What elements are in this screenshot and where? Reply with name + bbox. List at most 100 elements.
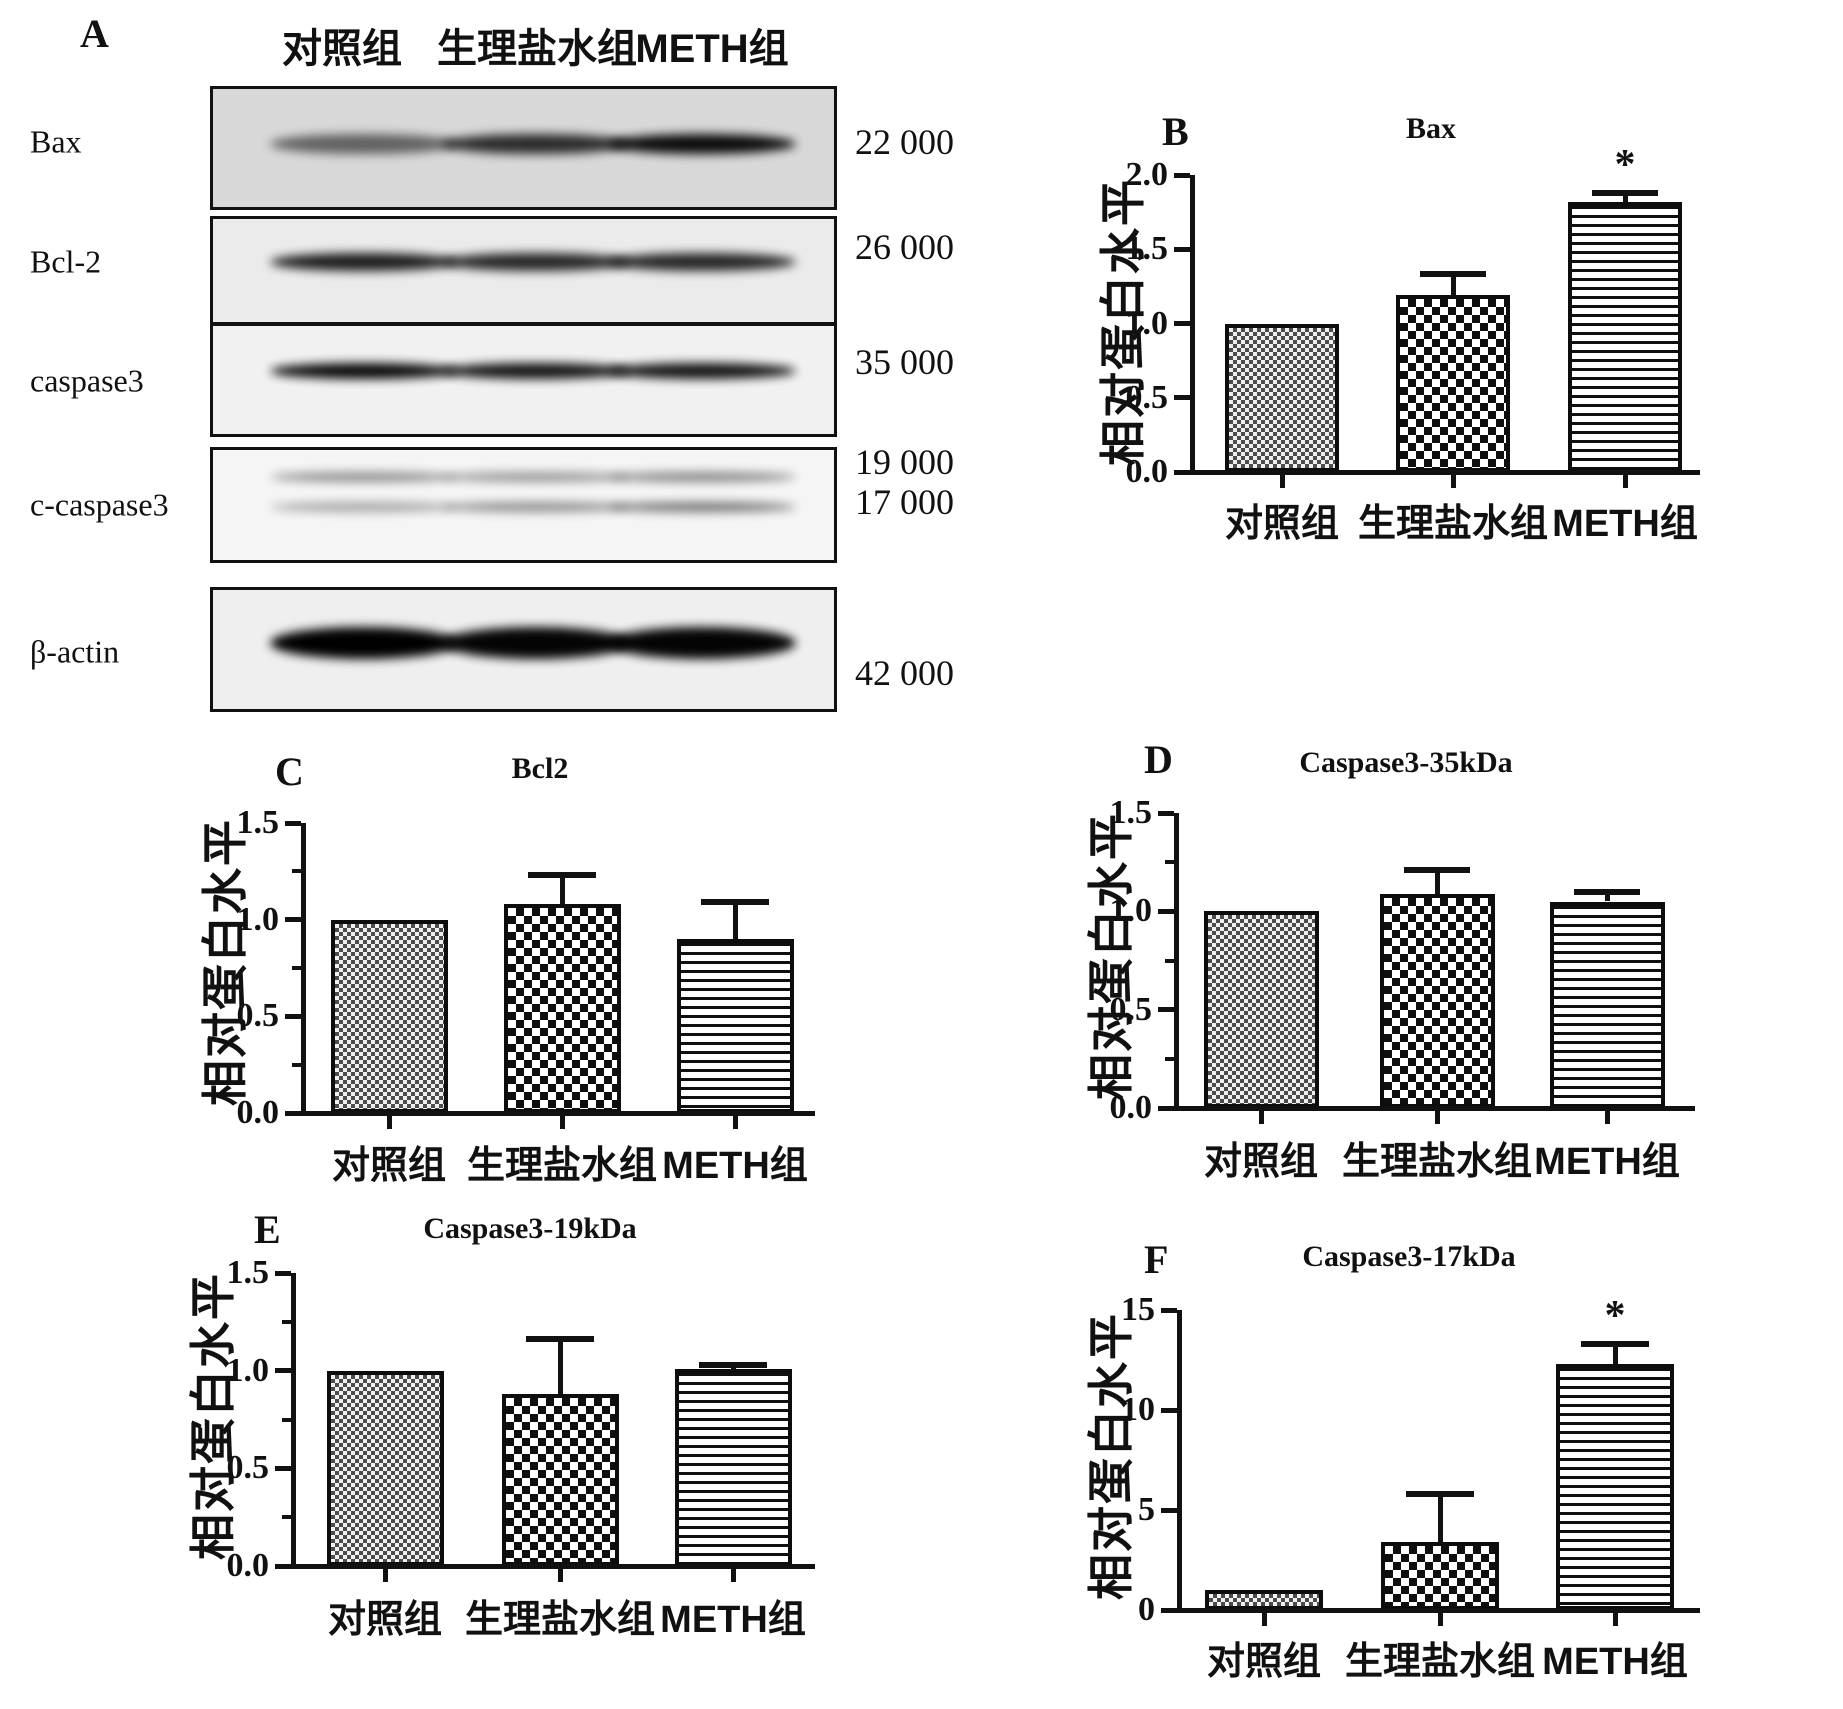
x-tick bbox=[1258, 1111, 1264, 1124]
y-tick bbox=[1161, 1307, 1177, 1313]
panel-letter: E bbox=[254, 1207, 281, 1252]
x-tick-label: METH组 bbox=[1542, 1641, 1688, 1683]
error-bar bbox=[1573, 888, 1641, 895]
x-tick-label: 对照组 bbox=[1224, 503, 1340, 545]
mw-label: 19 000 bbox=[855, 442, 954, 482]
error-bar bbox=[559, 875, 565, 905]
x-tick-label: 对照组 bbox=[1203, 1141, 1319, 1183]
protein-label: Bax bbox=[30, 123, 82, 160]
chart-title: Bcl2 bbox=[511, 752, 569, 785]
y-minor-tick bbox=[282, 1417, 291, 1422]
error-bar bbox=[1580, 1341, 1650, 1347]
error-bar bbox=[557, 1339, 563, 1395]
y-tick bbox=[1174, 246, 1190, 252]
y-axis-line bbox=[290, 1273, 296, 1569]
x-tick-label: 对照组 bbox=[331, 1145, 447, 1187]
lane-header: 生理盐水组 bbox=[437, 27, 637, 71]
x-axis-line bbox=[1189, 469, 1700, 475]
y-tick-label: 0.0 bbox=[236, 1094, 280, 1131]
y-tick bbox=[275, 1270, 291, 1276]
x-axis-line bbox=[1173, 1105, 1695, 1111]
x-tick-label: METH组 bbox=[1534, 1141, 1680, 1183]
mw-label: 35 000 bbox=[855, 342, 954, 382]
significance-star: * bbox=[1614, 141, 1636, 188]
mw-label: 22 000 bbox=[855, 122, 954, 162]
error-bar bbox=[1403, 867, 1471, 874]
blot-band bbox=[441, 252, 631, 271]
y-tick-label: 0 bbox=[1138, 1591, 1155, 1628]
blot-band bbox=[441, 627, 631, 660]
x-tick bbox=[1437, 1613, 1443, 1626]
x-tick bbox=[1279, 475, 1285, 488]
chart-title: Caspase3-17kDa bbox=[1302, 1240, 1516, 1273]
blot-band bbox=[269, 627, 458, 660]
y-tick-label: 5 bbox=[1138, 1491, 1155, 1528]
bar bbox=[676, 939, 794, 1113]
x-tick-label: METH组 bbox=[1552, 503, 1698, 545]
blot-band bbox=[269, 472, 458, 483]
y-tick-label: 1.5 bbox=[236, 804, 280, 841]
blot-box bbox=[210, 323, 837, 437]
x-tick-label: 对照组 bbox=[327, 1599, 443, 1641]
mw-label: 42 000 bbox=[855, 653, 954, 693]
x-tick bbox=[559, 1116, 565, 1129]
y-tick bbox=[285, 1110, 301, 1116]
y-tick-label: 0.5 bbox=[236, 997, 280, 1035]
y-tick bbox=[1161, 1607, 1177, 1613]
x-tick-label: 生理盐水组 bbox=[1357, 503, 1549, 545]
bar bbox=[1556, 1364, 1674, 1610]
blot-band bbox=[608, 502, 797, 513]
y-tick-label: 1.5 bbox=[1109, 794, 1153, 831]
y-tick-label: 1.0 bbox=[226, 1351, 270, 1389]
error-bar bbox=[1434, 870, 1440, 894]
x-tick bbox=[1450, 475, 1456, 488]
protein-label: caspase3 bbox=[30, 362, 144, 399]
y-tick bbox=[1161, 1507, 1177, 1513]
protein-label: β-actin bbox=[30, 633, 120, 670]
error-bar bbox=[1622, 192, 1628, 202]
chart-title: Caspase3-35kDa bbox=[1299, 746, 1513, 779]
blot-band bbox=[608, 362, 797, 379]
y-tick bbox=[285, 1013, 301, 1019]
error-bar bbox=[1591, 189, 1659, 196]
bar bbox=[674, 1368, 792, 1566]
bar bbox=[1381, 1542, 1499, 1610]
blot-box bbox=[210, 587, 837, 712]
error-bar bbox=[1604, 891, 1610, 902]
x-tick bbox=[557, 1569, 563, 1582]
y-tick bbox=[1174, 469, 1190, 475]
y-tick-label: 0.0 bbox=[1125, 453, 1169, 490]
y-tick bbox=[1158, 1007, 1174, 1013]
blot-box bbox=[210, 86, 837, 210]
y-axis-label: 相对蛋白水平 bbox=[187, 1272, 239, 1560]
panel-letter: A bbox=[80, 11, 109, 56]
blot-band bbox=[269, 362, 458, 379]
y-tick bbox=[1158, 1105, 1174, 1111]
y-minor-tick bbox=[1165, 860, 1174, 865]
y-minor-tick bbox=[1165, 1056, 1174, 1061]
x-tick-label: METH组 bbox=[662, 1145, 808, 1187]
x-tick-label: 生理盐水组 bbox=[1341, 1141, 1533, 1183]
error-bar bbox=[1405, 1491, 1475, 1497]
x-tick-label: 对照组 bbox=[1206, 1641, 1322, 1683]
y-minor-tick bbox=[1165, 958, 1174, 963]
y-tick bbox=[1158, 908, 1174, 914]
x-tick bbox=[1604, 1111, 1610, 1124]
bar bbox=[1568, 201, 1682, 472]
y-tick-label: 1.0 bbox=[1109, 892, 1153, 930]
lane-header: 对照组 bbox=[282, 27, 402, 71]
error-bar bbox=[1612, 1344, 1618, 1364]
y-minor-tick bbox=[292, 966, 301, 970]
blot-band bbox=[608, 627, 797, 660]
panel-letter: D bbox=[1144, 737, 1173, 782]
y-tick bbox=[1174, 172, 1190, 178]
y-tick-label: 0.0 bbox=[1109, 1089, 1153, 1126]
y-tick bbox=[1158, 810, 1174, 816]
y-axis-line bbox=[1189, 175, 1195, 475]
blot-band bbox=[269, 502, 458, 513]
y-tick-label: 0.5 bbox=[226, 1449, 270, 1487]
blot-band bbox=[269, 134, 458, 155]
protein-label: c-caspase3 bbox=[30, 486, 169, 523]
y-tick-label: 2.0 bbox=[1125, 156, 1169, 193]
